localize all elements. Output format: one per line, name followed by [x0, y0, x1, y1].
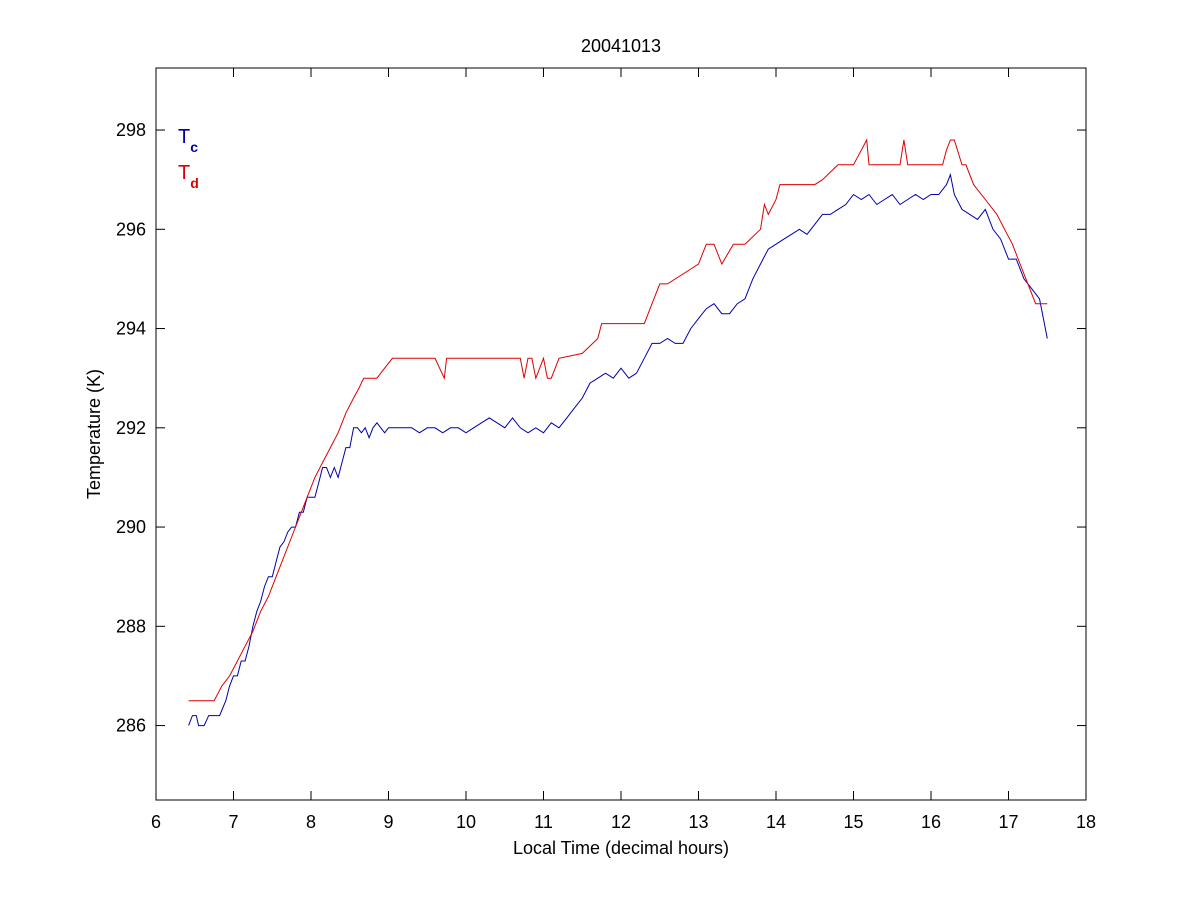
y-tick-label: 298 — [116, 120, 146, 140]
y-tick-label: 288 — [116, 616, 146, 636]
y-tick-label: 294 — [116, 319, 146, 339]
x-tick-label: 10 — [456, 812, 476, 832]
x-tick-label: 17 — [998, 812, 1018, 832]
x-tick-label: 8 — [306, 812, 316, 832]
plot-area-frame — [155, 67, 1087, 801]
legend-tc-sub: c — [190, 139, 198, 155]
y-tick-label: 292 — [116, 418, 146, 438]
y-axis: 286 288 290 292 294 296 298 — [116, 120, 1086, 736]
y-axis-title: Temperature (K) — [84, 369, 104, 499]
x-tick-label: 7 — [228, 812, 238, 832]
legend-tc-main: T — [178, 126, 190, 148]
x-tick-label: 13 — [688, 812, 708, 832]
x-tick-label: 9 — [383, 812, 393, 832]
x-tick-label: 14 — [766, 812, 786, 832]
x-tick-label: 6 — [151, 812, 161, 832]
x-tick-label: 15 — [843, 812, 863, 832]
x-tick-label: 11 — [534, 812, 553, 832]
x-axis-title: Local Time (decimal hours) — [513, 838, 729, 858]
x-tick-label: 16 — [921, 812, 941, 832]
y-tick-label: 296 — [116, 219, 146, 239]
x-tick-label: 12 — [611, 812, 631, 832]
series-line-td — [188, 138, 1048, 702]
legend-td-sub: d — [190, 175, 199, 191]
y-tick-label: 290 — [116, 517, 146, 537]
chart-title: 20041013 — [581, 36, 661, 56]
x-axis: 6 7 8 9 10 11 12 13 14 15 16 17 18 — [151, 68, 1096, 832]
x-tick-label: 18 — [1076, 812, 1096, 832]
legend-entry-td: Td — [178, 162, 199, 191]
legend-entry-tc: Tc — [178, 126, 198, 155]
y-tick-label: 286 — [116, 716, 146, 736]
legend-td-main: T — [178, 162, 190, 184]
legend: Tc Td — [178, 126, 199, 191]
series-line-tc — [188, 172, 1048, 727]
series-lines — [188, 138, 1048, 727]
